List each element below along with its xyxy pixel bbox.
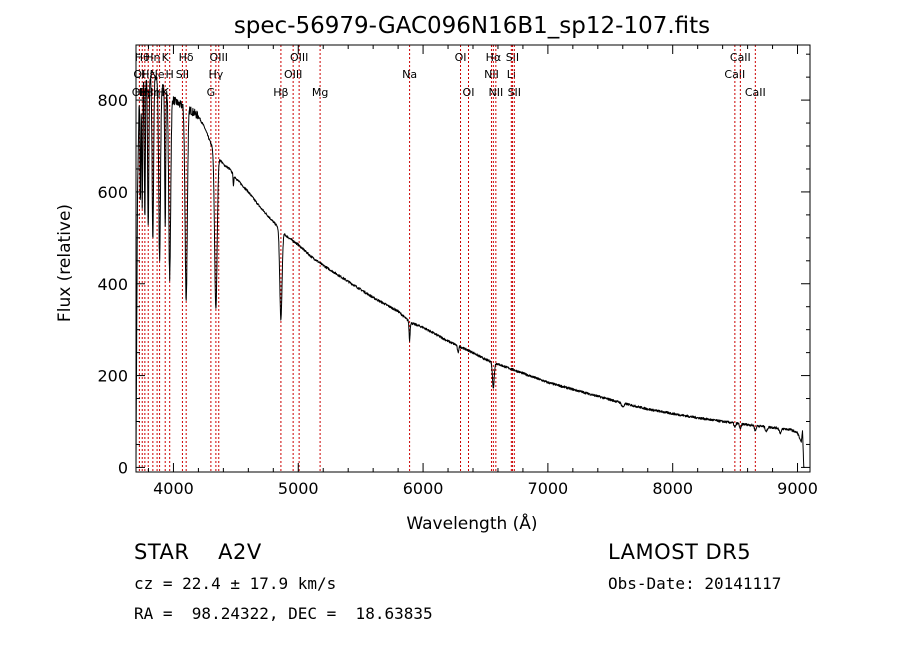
spectrum-chart: spec-56979-GAC096N16B1_sp12-107.fits Wav… [55,13,818,534]
x-tick-label: 7000 [528,479,569,498]
line-label: Hγ [208,68,223,81]
plot-axes: 4000 5000 6000 7000 8000 9000 0 200 400 600 800 [97,44,818,498]
line-label: SII [176,68,189,81]
line-label: K [162,86,170,99]
line-label: Hδ [179,51,194,64]
x-tick-label: 8000 [652,479,693,498]
plot-frame [135,44,811,473]
line-label: Mg [312,86,328,99]
y-tick-label: 0 [118,458,128,477]
observation-date: Obs-Date: 20141117 [608,574,782,593]
line-label: H [166,68,174,81]
survey-name: LAMOST DR5 [608,540,752,564]
line-label: CaII [745,86,766,99]
line-label: OI [133,68,145,81]
line-label: OI [455,51,467,64]
x-axis-label: Wavelength (Å) [406,512,537,534]
line-label: OIII [290,51,308,64]
line-label: OIII [284,68,302,81]
line-label: H [155,86,163,99]
x-tick-label: 4000 [153,479,194,498]
line-label: SII [506,51,519,64]
y-tick-label: 800 [97,91,128,110]
line-label: Ne [150,68,165,81]
chart-title: spec-56979-GAC096N16B1_sp12-107.fits [234,13,710,39]
line-label: Li [507,68,516,81]
spectrum-series [135,75,806,468]
line-label: Hη [145,51,160,64]
redshift-velocity: cz = 22.4 ± 17.9 km/s [134,574,337,593]
line-label: Hε [141,68,155,81]
line-label: SII [508,86,521,99]
line-label: CaII [724,68,745,81]
line-label: OIII [210,51,228,64]
x-tick-label: 9000 [777,479,818,498]
star-classification: STAR A2V [134,540,262,564]
y-tick-label: 600 [97,183,128,202]
y-tick-label: 200 [97,367,128,386]
line-label: Hα [486,51,502,64]
line-label: OI [463,86,475,99]
coordinates: RA = 98.24322, DEC = 18.63835 [134,604,433,623]
x-tick-label: 5000 [278,479,319,498]
line-label: K [162,51,170,64]
line-label: NII [488,86,503,99]
line-label: Hβ [273,86,288,99]
line-label: G [207,86,216,99]
x-tick-label: 6000 [403,479,444,498]
line-label: CaII [730,51,751,64]
y-tick-label: 400 [97,275,128,294]
line-label: Na [402,68,417,81]
spectrum-line [135,75,806,468]
line-label: NII [484,68,499,81]
y-axis-label: Flux (relative) [55,204,75,322]
